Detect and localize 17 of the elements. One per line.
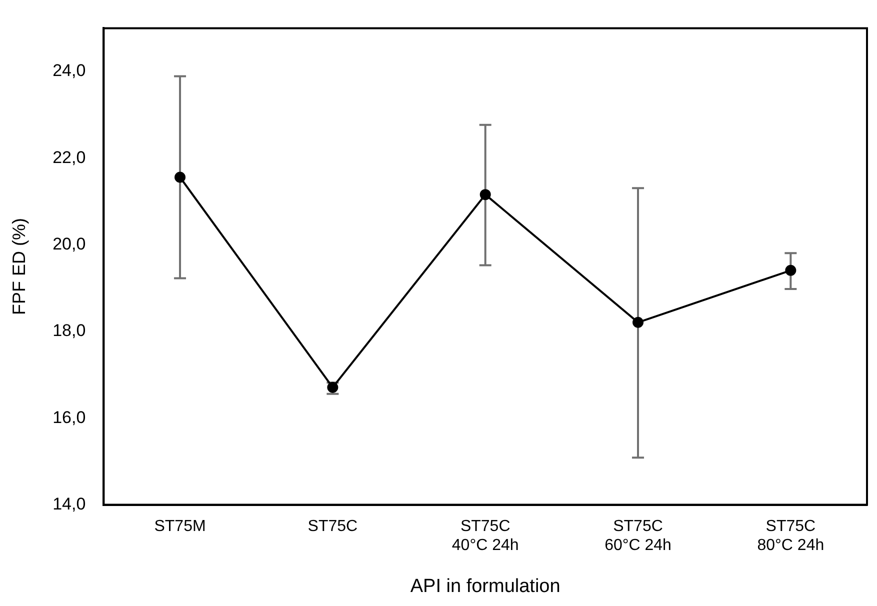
x-tick-label: ST75M bbox=[154, 518, 206, 535]
point bbox=[632, 316, 644, 328]
y-tick-label: 18,0 bbox=[52, 321, 86, 340]
point bbox=[480, 189, 491, 200]
point bbox=[785, 264, 796, 276]
x-tick-label: ST75C 60°C 24h bbox=[604, 518, 672, 554]
y-tick-label: 22,0 bbox=[52, 148, 86, 167]
y-tick-label: 24,0 bbox=[52, 61, 86, 80]
x-tick-label: ST75C 80°C 24h bbox=[757, 518, 824, 554]
point bbox=[174, 172, 186, 183]
x-tick-label: ST75C bbox=[308, 518, 358, 535]
y-axis-title: FPF ED (%) bbox=[8, 218, 29, 315]
x-tick-label: ST75C 40°C 24h bbox=[452, 518, 519, 554]
y-tick-label: 16,0 bbox=[52, 408, 86, 427]
x-axis-title: API in formulation bbox=[410, 576, 560, 597]
y-tick-label: 20,0 bbox=[52, 234, 86, 254]
y-tick-label: 14,0 bbox=[52, 494, 86, 514]
